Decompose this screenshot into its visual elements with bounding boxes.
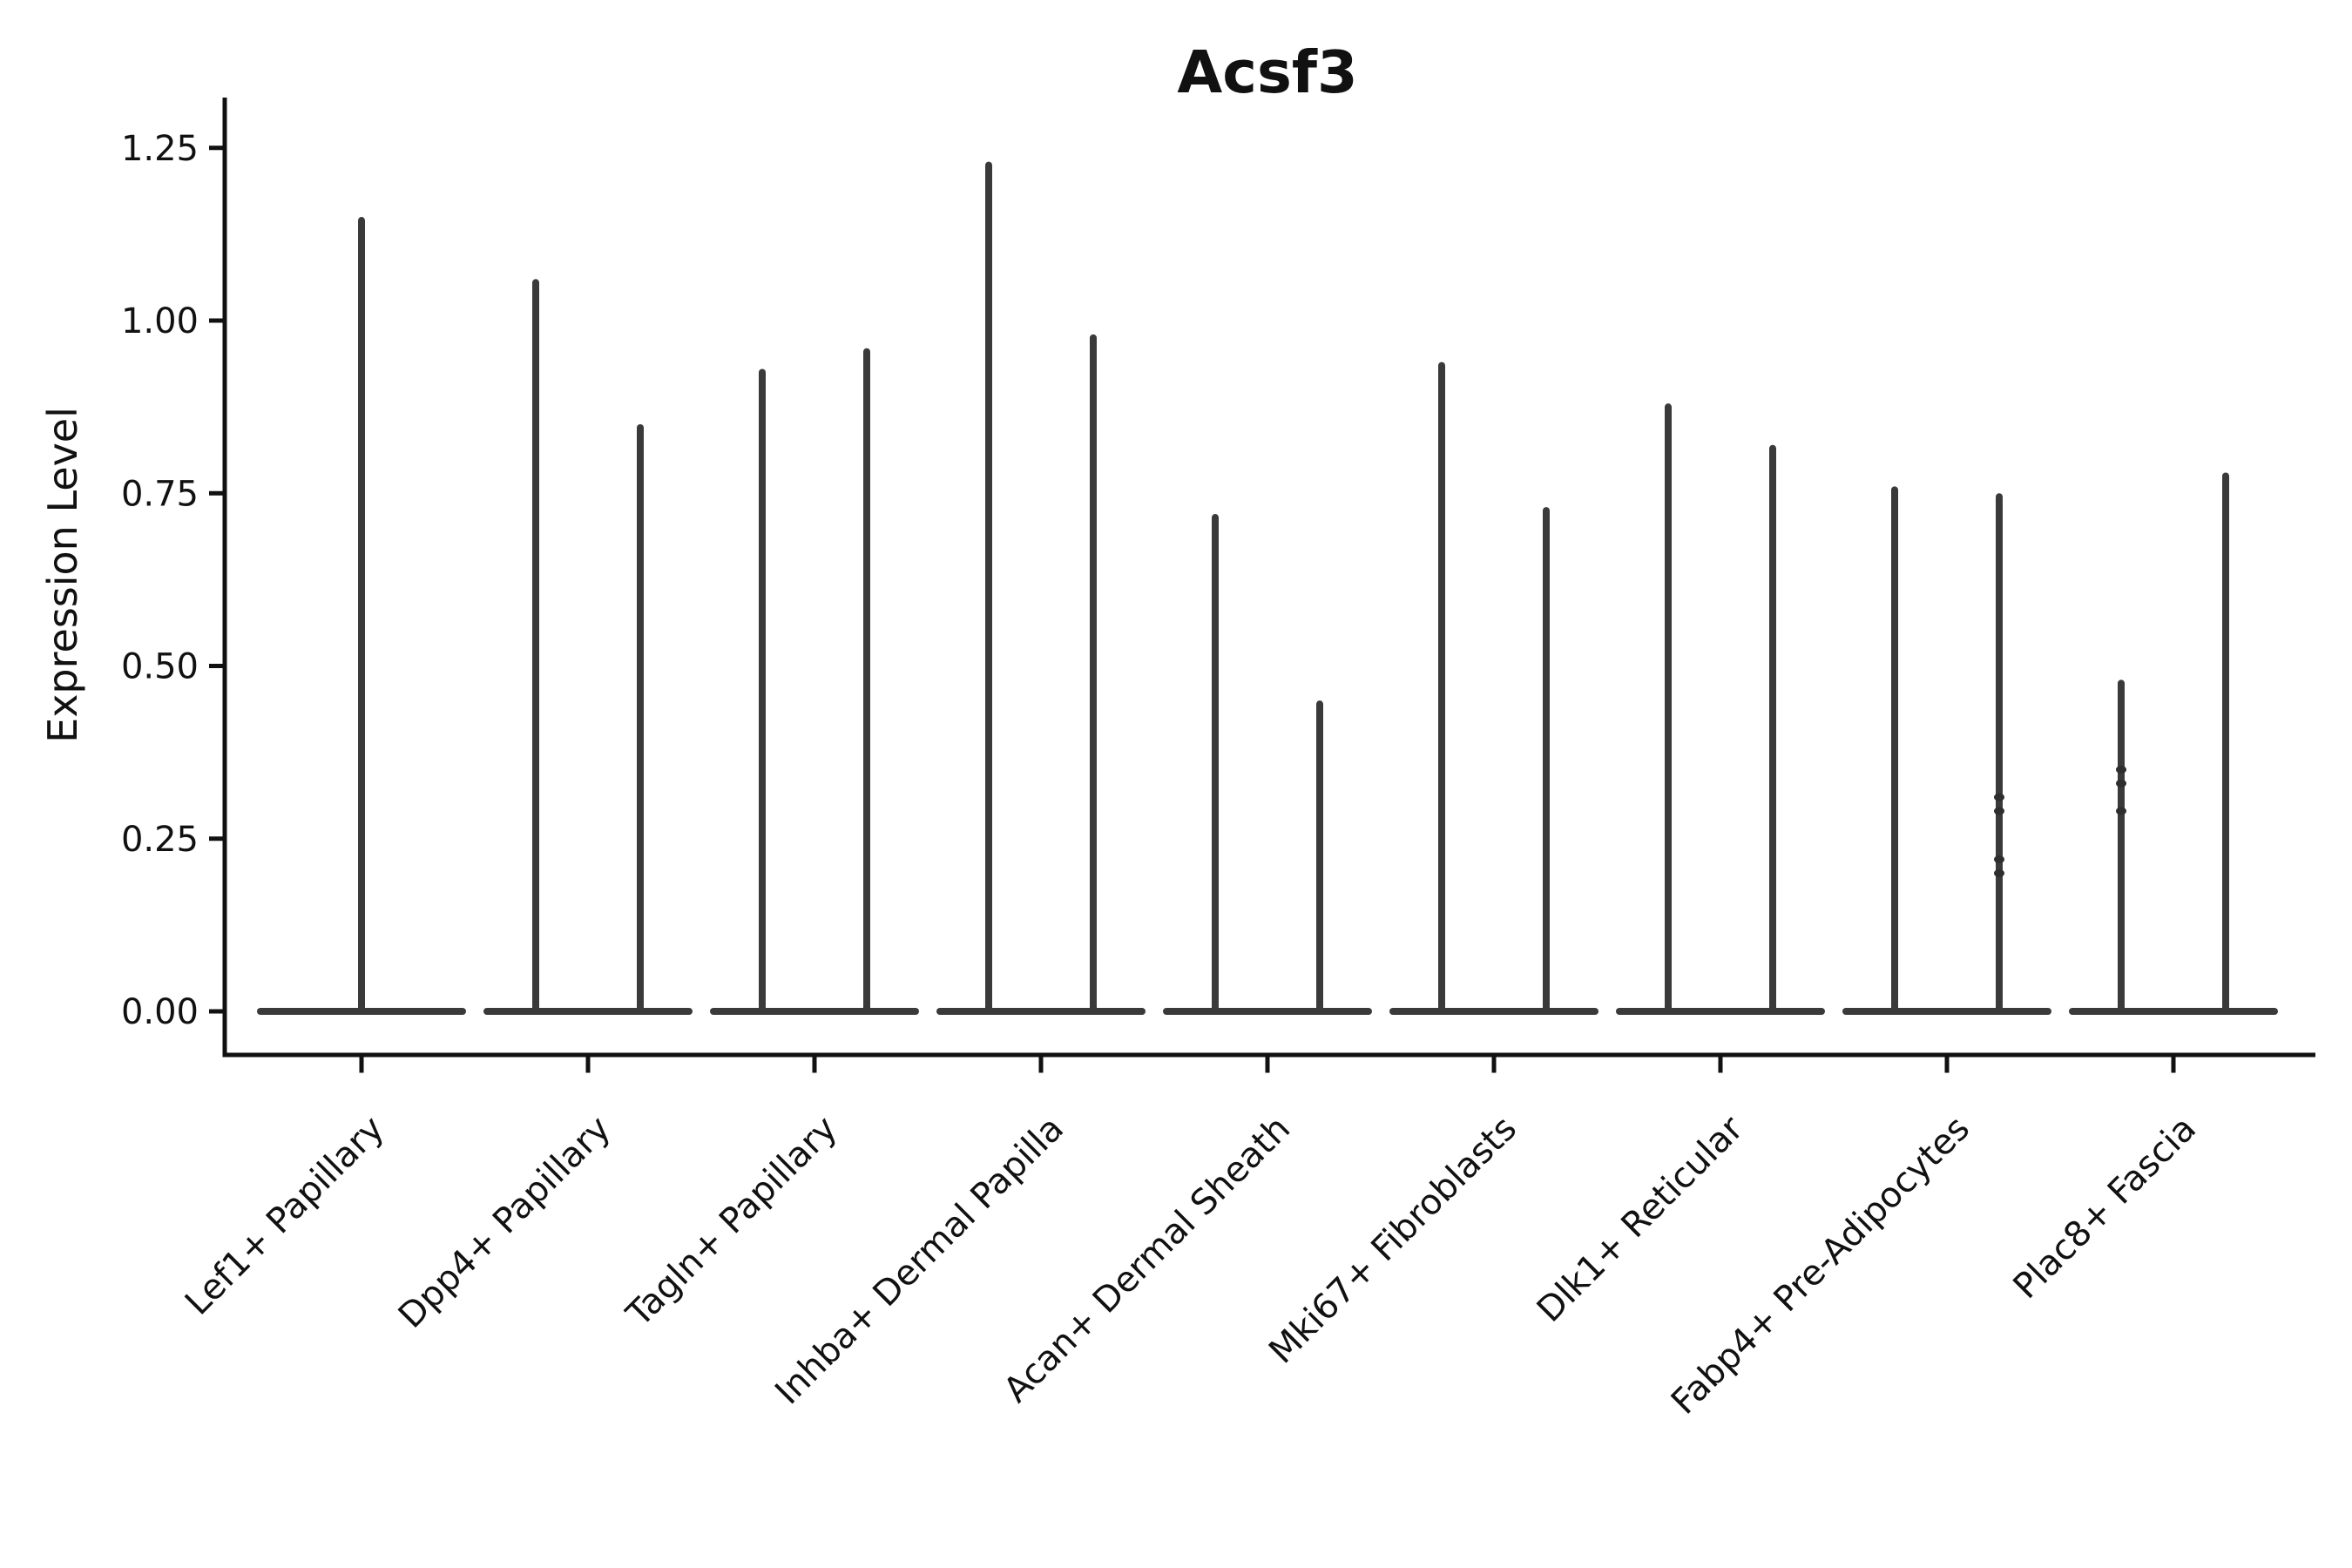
violin-baseline — [710, 1008, 919, 1015]
y-tick-label: 0.25 — [121, 820, 199, 860]
violin-baseline — [1842, 1008, 2051, 1015]
violin-spike — [863, 348, 870, 1016]
y-tick-label: 0.75 — [121, 474, 199, 514]
violin-data-point — [1994, 855, 2004, 864]
violin-spike — [1665, 403, 1672, 1015]
violin-spike — [759, 368, 766, 1015]
violin-spike — [1438, 362, 1445, 1016]
violin-baseline — [936, 1008, 1146, 1015]
violin-spike — [637, 423, 644, 1015]
violin-data-point — [1994, 868, 2004, 877]
x-category-label: Plac8+ Fascia — [2006, 1109, 2205, 1308]
violin-spike — [1996, 493, 2003, 1015]
violin-data-point — [2116, 765, 2126, 774]
violin-spike — [532, 279, 539, 1015]
violin-baseline — [1616, 1008, 1825, 1015]
violin-spike — [2118, 679, 2125, 1015]
y-tick-label: 0.00 — [121, 992, 199, 1032]
x-category-label: Dlk1+ Reticular — [1530, 1108, 1752, 1330]
violin-spike — [1316, 700, 1323, 1015]
violin-spike — [1891, 486, 1898, 1015]
violin-data-point — [1994, 793, 2004, 801]
violin-spike — [2222, 472, 2229, 1015]
y-tick-label: 1.00 — [121, 301, 199, 341]
violin-spike — [358, 217, 365, 1016]
violin-baseline — [1389, 1008, 1598, 1015]
violin-data-point — [2116, 807, 2126, 815]
violin-spike — [1543, 507, 1550, 1015]
violin-data-point — [2116, 779, 2126, 787]
x-category-label: Dpp4+ Papillary — [391, 1109, 618, 1336]
violin-baseline — [483, 1008, 693, 1015]
x-category-label: Lef1+ Papillary — [178, 1109, 392, 1323]
plot-title: Acsf3 — [1177, 38, 1358, 106]
violin-spike — [1769, 444, 1776, 1015]
x-category-label: Tagln+ Papillary — [618, 1109, 845, 1335]
violin-spike — [1212, 514, 1219, 1015]
x-category-label: Mki67+ Fibroblasts — [1261, 1109, 1524, 1372]
violin-spike — [985, 161, 992, 1016]
y-tick-label: 1.25 — [121, 129, 199, 169]
violin-spike — [1090, 334, 1097, 1015]
violin-baseline — [1163, 1008, 1372, 1015]
y-tick-label: 0.50 — [121, 647, 199, 687]
violin-baseline — [2069, 1008, 2278, 1015]
violin-data-point — [1994, 807, 2004, 815]
